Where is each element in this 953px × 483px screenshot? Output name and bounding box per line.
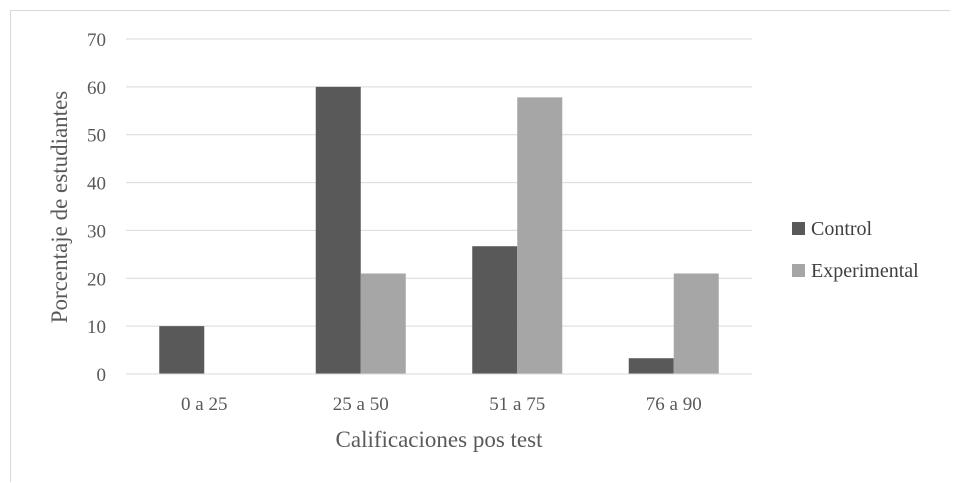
bar-control-1 — [315, 86, 361, 374]
bar-control-3 — [628, 358, 674, 374]
y-tick-label: 50 — [87, 126, 106, 147]
y-tick-label: 40 — [87, 174, 106, 195]
y-tick-label: 70 — [87, 30, 106, 51]
gridlines — [126, 38, 752, 327]
chart-frame — [10, 10, 950, 482]
x-tick-label: 0 a 25 — [181, 394, 227, 415]
bar-control-2 — [472, 246, 518, 374]
bars — [159, 86, 719, 374]
y-axis-ticks: 0 10 20 30 40 50 60 70 — [87, 30, 106, 386]
y-tick-label: 30 — [87, 221, 106, 242]
legend-label-control: Control — [811, 218, 873, 240]
legend: Control Experimental — [792, 218, 919, 282]
x-axis-title: Calificaciones pos test — [336, 427, 544, 452]
legend-swatch-control — [792, 222, 805, 235]
bar-experimental-1 — [360, 273, 406, 374]
x-axis-ticks: 0 a 25 25 a 50 51 a 75 76 a 90 — [181, 394, 702, 415]
legend-swatch-experimental — [792, 264, 805, 277]
y-tick-label: 10 — [87, 317, 106, 338]
bar-control-0 — [159, 326, 205, 374]
bar-experimental-2 — [517, 97, 563, 374]
y-axis-title: Porcentaje de estudiantes — [47, 91, 72, 324]
legend-label-experimental: Experimental — [811, 260, 919, 282]
x-tick-label: 25 a 50 — [333, 394, 389, 415]
x-tick-label: 51 a 75 — [489, 394, 545, 415]
y-tick-label: 20 — [87, 269, 106, 290]
y-tick-label: 60 — [87, 78, 106, 99]
y-tick-label: 0 — [97, 365, 107, 386]
bar-experimental-3 — [673, 273, 719, 374]
x-tick-label: 76 a 90 — [646, 394, 702, 415]
